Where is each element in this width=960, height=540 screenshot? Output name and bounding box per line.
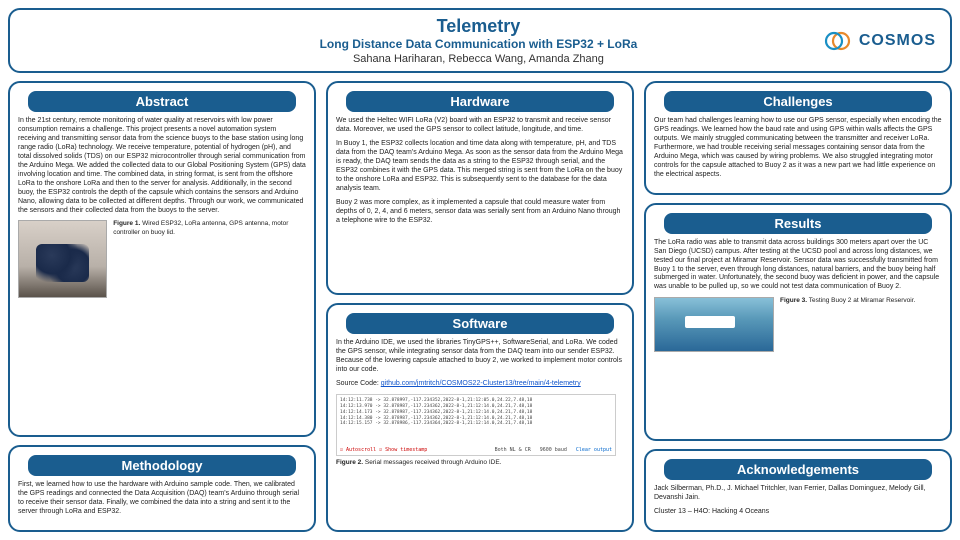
source-link[interactable]: github.com/jmtritch/COSMOS22-Cluster13/t… [381,380,581,387]
ack-names: Jack Silberman, Ph.D., J. Michael Tritch… [654,485,942,503]
columns: Abstract In the 21st century, remote mon… [8,81,952,532]
mode-select: Both NL & CR [495,447,531,453]
header: Telemetry Long Distance Data Communicati… [8,8,952,73]
hardware-p1: We used the Heltec WIFI LoRa (V2) board … [336,117,624,135]
col-3: Challenges Our team had challenges learn… [644,81,952,532]
figure-3-image [654,297,774,352]
hardware-title: Hardware [346,91,614,112]
header-titles: Telemetry Long Distance Data Communicati… [134,16,823,65]
autoscroll-check: ☑ Autoscroll [340,447,376,453]
figure-1-label: Figure 1. [113,220,140,227]
software-title: Software [346,313,614,334]
software-source: Source Code: github.com/jmtritch/COSMOS2… [336,380,624,389]
challenges-body: Our team had challenges learning how to … [654,117,942,185]
poster-title: Telemetry [134,16,823,37]
results-panel: Results The LoRa radio was able to trans… [644,203,952,441]
software-panel: Software In the Arduino IDE, we used the… [326,303,634,532]
methodology-title: Methodology [28,455,296,476]
hardware-body: We used the Heltec WIFI LoRa (V2) board … [336,117,624,230]
timestamp-check: ☑ Show timestamp [379,447,427,453]
software-text: In the Arduino IDE, we used the librarie… [336,339,624,375]
figure-3-caption: Figure 3. Testing Buoy 2 at Miramar Rese… [780,297,915,305]
results-title: Results [664,213,932,234]
serial-output: 14:12:11.738 -> 32.878997,-117.234352,20… [340,398,612,427]
challenges-text: Our team had challenges learning how to … [654,117,942,180]
serial-footer: ☑ Autoscroll ☑ Show timestamp Both NL & … [340,447,612,454]
ack-panel: Acknowledgements Jack Silberman, Ph.D., … [644,449,952,532]
software-body: In the Arduino IDE, we used the librarie… [336,339,624,467]
poster-root: Telemetry Long Distance Data Communicati… [0,0,960,540]
figure-2-label: Figure 2. [336,459,363,466]
abstract-panel: Abstract In the 21st century, remote mon… [8,81,316,437]
figure-3-label: Figure 3. [780,297,807,304]
poster-authors: Sahana Hariharan, Rebecca Wang, Amanda Z… [134,53,823,65]
hardware-panel: Hardware We used the Heltec WIFI LoRa (V… [326,81,634,295]
abstract-title: Abstract [28,91,296,112]
clear-button: Clear output [576,447,612,453]
figure-1-caption: Figure 1. Wired ESP32, LoRa antenna, GPS… [113,220,306,236]
col-1: Abstract In the 21st century, remote mon… [8,81,316,532]
figure-1-text: Wired ESP32, LoRa antenna, GPS antenna, … [113,220,288,235]
figure-2-caption: Figure 2. Serial messages received throu… [336,459,624,467]
ack-cluster: Cluster 13 – H4O: Hacking 4 Oceans [654,508,942,517]
methodology-text: First, we learned how to use the hardwar… [18,481,306,517]
challenges-panel: Challenges Our team had challenges learn… [644,81,952,195]
cosmos-logo: COSMOS [823,27,936,55]
methodology-panel: Methodology First, we learned how to use… [8,445,316,532]
methodology-body: First, we learned how to use the hardwar… [18,481,306,522]
challenges-title: Challenges [664,91,932,112]
figure-3: Figure 3. Testing Buoy 2 at Miramar Rese… [654,297,942,352]
abstract-text: In the 21st century, remote monitoring o… [18,117,306,215]
results-text: The LoRa radio was able to transmit data… [654,239,942,293]
figure-1: Figure 1. Wired ESP32, LoRa antenna, GPS… [18,220,306,298]
figure-3-text: Testing Buoy 2 at Miramar Reservoir. [807,297,915,304]
abstract-body: In the 21st century, remote monitoring o… [18,117,306,298]
hardware-p2: In Buoy 1, the ESP32 collects location a… [336,140,624,194]
cosmos-logo-text: COSMOS [859,32,936,50]
ack-body: Jack Silberman, Ph.D., J. Michael Tritch… [654,485,942,522]
figure-2-image: 14:12:11.738 -> 32.878997,-117.234352,20… [336,394,616,456]
source-label: Source Code: [336,380,381,387]
poster-subtitle: Long Distance Data Communication with ES… [134,37,823,51]
results-body: The LoRa radio was able to transmit data… [654,239,942,353]
cosmos-logo-icon [823,27,853,55]
hardware-p3: Buoy 2 was more complex, as it implement… [336,199,624,226]
ack-title: Acknowledgements [664,459,932,480]
col-2: Hardware We used the Heltec WIFI LoRa (V… [326,81,634,532]
figure-1-image [18,220,107,298]
figure-2-text: Serial messages received through Arduino… [363,459,501,466]
baud-select: 9600 baud [540,447,567,453]
